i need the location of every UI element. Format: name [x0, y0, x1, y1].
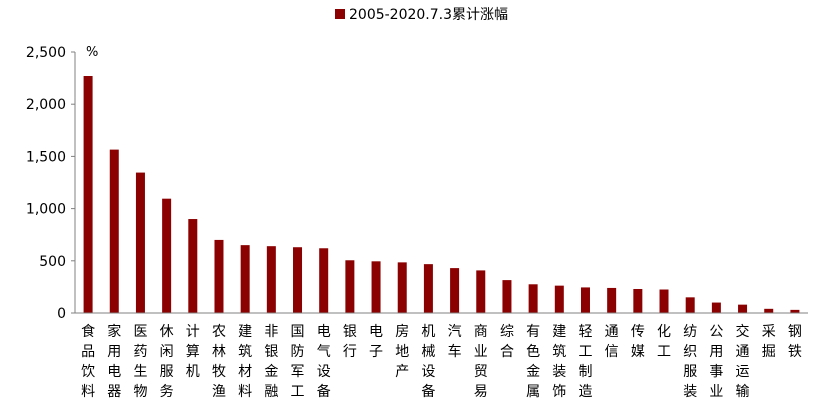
- x-category-label: 化工: [657, 324, 671, 360]
- x-category-label: 有色金属: [526, 324, 540, 400]
- bar-4: [188, 219, 198, 313]
- y-tick-label: 2,000: [26, 97, 66, 113]
- x-category-label: 银行: [343, 324, 357, 360]
- x-category-label: 食品饮料: [81, 323, 95, 400]
- x-category-label: 农林牧渔: [212, 324, 226, 400]
- x-category-label: 纺织服装: [683, 324, 697, 400]
- legend-swatch: [335, 9, 345, 19]
- bar-14: [450, 268, 460, 313]
- bar-2: [135, 172, 145, 313]
- x-category-label: 建筑材料: [238, 324, 252, 400]
- x-category-label: 商业贸易: [474, 324, 488, 400]
- bar-26: [764, 308, 774, 313]
- y-tick-label: 1,000: [26, 202, 66, 218]
- x-category-label: 休闲服务: [160, 324, 174, 400]
- bar-20: [607, 287, 617, 313]
- x-category-label: 交通运输: [736, 323, 750, 400]
- x-axis-labels: 食品饮料家用电器医药生物休闲服务计算机农林牧渔建筑材料非银金融国防军工电气设备银…: [81, 323, 802, 400]
- y-axis: 0 500 1,000 1,500 2,000 2,500: [26, 45, 76, 322]
- bar-18: [554, 285, 564, 313]
- x-category-label: 医药生物: [133, 324, 147, 400]
- x-category-label: 电气设备: [317, 324, 331, 400]
- bar-16: [502, 280, 512, 313]
- x-category-label: 非银金融: [264, 324, 278, 400]
- bar-7: [266, 246, 276, 313]
- x-category-label: 采掘: [762, 324, 776, 360]
- y-tick-label: 0: [57, 306, 66, 322]
- bar-12: [397, 262, 407, 313]
- bars: [83, 76, 800, 314]
- bar-3: [162, 198, 172, 313]
- y-axis-unit-label: %: [86, 45, 98, 60]
- x-category-label: 家用电器: [107, 323, 121, 400]
- bar-21: [633, 288, 643, 313]
- y-tick-label: 500: [39, 254, 66, 270]
- x-category-label: 钢铁: [788, 324, 802, 360]
- x-category-label: 建筑装饰: [552, 324, 566, 400]
- bar-0: [83, 76, 93, 314]
- bar-23: [685, 297, 695, 313]
- x-category-label: 综合: [500, 324, 514, 360]
- x-category-label: 通信: [605, 324, 619, 360]
- x-category-label: 公用事业: [709, 324, 723, 400]
- bar-15: [476, 270, 486, 313]
- legend: 2005-2020.7.3累计涨幅: [335, 7, 508, 23]
- x-category-label: 国防军工: [291, 324, 305, 400]
- bar-25: [738, 304, 748, 313]
- x-category-label: 房地产: [395, 324, 409, 380]
- bar-9: [319, 248, 329, 313]
- bar-6: [240, 245, 250, 313]
- x-category-label: 计算机: [186, 324, 200, 380]
- bar-11: [371, 261, 381, 313]
- bar-1: [109, 149, 119, 313]
- legend-label: 2005-2020.7.3累计涨幅: [349, 7, 508, 23]
- bar-24: [711, 302, 721, 313]
- bar-19: [580, 287, 590, 313]
- bar-27: [790, 309, 800, 313]
- x-category-label: 传媒: [631, 324, 645, 360]
- bar-22: [659, 289, 669, 313]
- bar-8: [293, 247, 303, 313]
- y-tick-label: 2,500: [26, 45, 66, 61]
- y-tick-label: 1,500: [26, 149, 66, 165]
- x-category-label: 机械设备: [421, 324, 435, 400]
- x-category-label: 轻工制造: [578, 324, 592, 400]
- x-category-label: 电子: [369, 324, 383, 360]
- bar-17: [528, 284, 538, 313]
- bar-13: [423, 264, 433, 313]
- bar-10: [345, 260, 355, 313]
- x-category-label: 汽车: [448, 324, 462, 360]
- bar-5: [214, 239, 224, 313]
